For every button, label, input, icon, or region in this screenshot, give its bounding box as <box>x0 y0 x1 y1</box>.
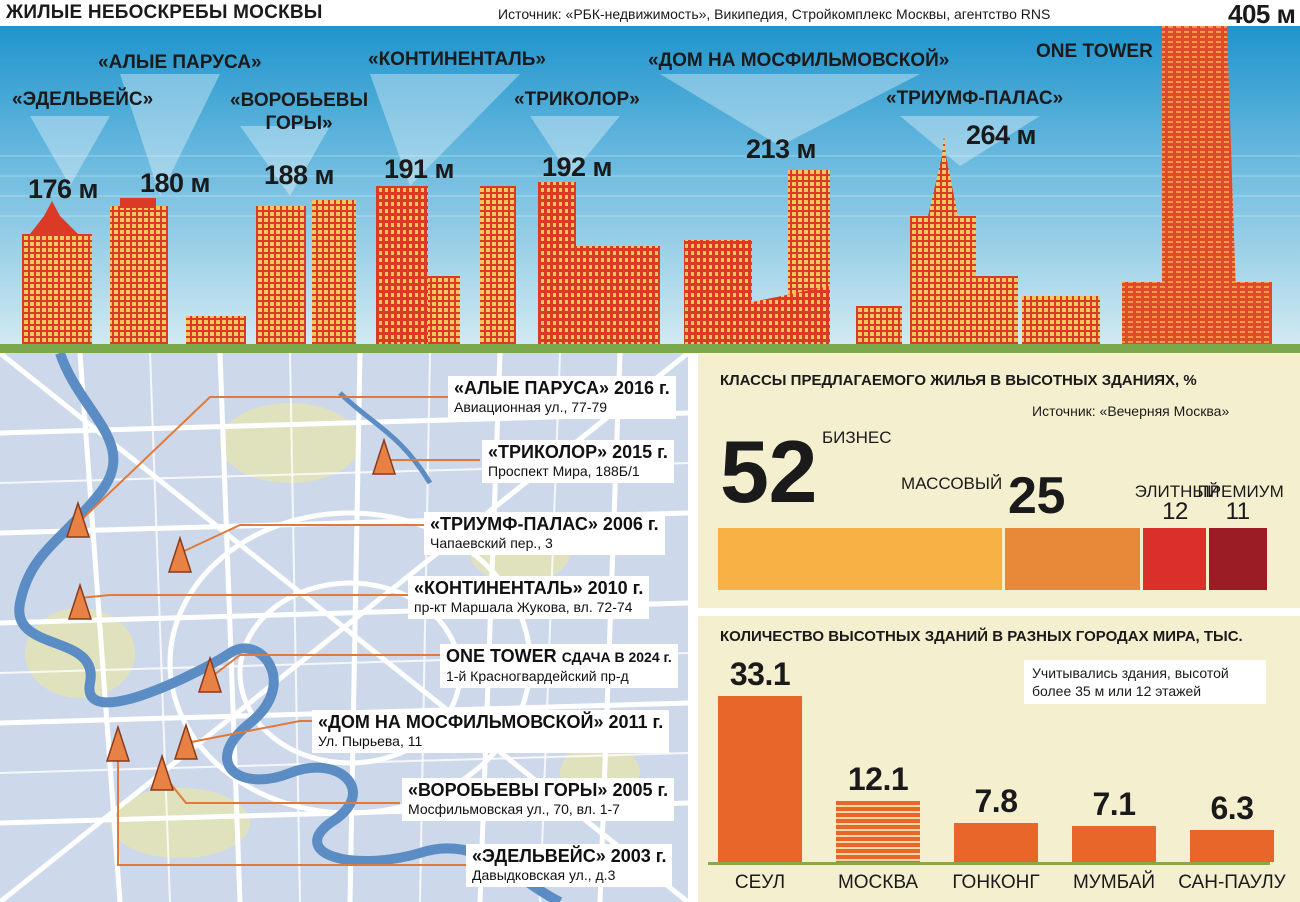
count-category: САН-ПАУЛУ <box>1178 872 1286 893</box>
building-label-tricolor: «ТРИКОЛОР» <box>514 89 640 110</box>
class-segment <box>718 528 1003 590</box>
building-height-vorobievy-gory: 188 м <box>264 160 335 190</box>
housing-class-source: Источник: «Вечерняя Москва» <box>1032 403 1230 419</box>
count-category: ГОНКОНГ <box>952 872 1040 893</box>
building-label-vorobievy-gory: «ВОРОБЬЕВЫ ГОРЫ» <box>230 90 369 134</box>
count-category: СЕУЛ <box>734 872 786 893</box>
class-segment <box>1005 528 1141 590</box>
callout-vorobievy-gory: «ВОРОБЬЕВЫ ГОРЫ» 2005 г. Мосфильмовская … <box>402 778 675 821</box>
building-height-edelweiss: 176 м <box>28 174 99 204</box>
callout-continental: «КОНТИНЕНТАЛЬ» 2010 г. пр-кт Маршала Жук… <box>408 576 650 619</box>
count-bar <box>718 695 802 862</box>
count-value: 7.8 <box>974 782 1018 819</box>
count-bar <box>1072 826 1156 862</box>
class-label: ЭЛИТНЫЙ <box>1134 482 1220 501</box>
high-rise-count-panel: КОЛИЧЕСТВО ВЫСОТНЫХ ЗДАНИЙ В РАЗНЫХ ГОРО… <box>698 616 1300 902</box>
count-category: МОСКВА <box>837 872 919 893</box>
count-bar <box>954 822 1038 862</box>
callout-one-tower: ONE TOWER СДАЧА В 2024 г. 1-й Красногвар… <box>440 644 678 688</box>
class-label: БИЗНЕС <box>822 428 892 447</box>
count-bar <box>836 801 920 862</box>
class-label: МАССОВЫЙ <box>901 474 1003 493</box>
housing-class-panel: КЛАССЫ ПРЕДЛАГАЕМОГО ЖИЛЬЯ В ВЫСОТНЫХ ЗД… <box>698 354 1300 608</box>
count-value: 12.1 <box>847 761 909 798</box>
class-value: 52 <box>720 422 817 521</box>
count-value: 7.1 <box>1092 786 1136 823</box>
class-segment <box>1209 528 1267 590</box>
callout-edelweiss: «ЭДЕЛЬВЕЙС» 2003 г. Давыдковская ул., д.… <box>466 844 673 887</box>
callout-dom-na-mosfilmovskoy: «ДОМ НА МОСФИЛЬМОВСКОЙ» 2011 г. Ул. Пырь… <box>312 710 670 753</box>
callout-triumph-palace: «ТРИУМФ-ПАЛАС» 2006 г. Чапаевский пер., … <box>424 512 665 555</box>
housing-class-chart: 52 БИЗНЕС 25 МАССОВЫЙ 12 ЭЛИТНЫЙ 11 ПРЕМИУМ <box>698 354 1300 608</box>
high-rise-count-chart: 33.1 СЕУЛ 12.1 МОСКВА 7.8 ГОНКОНГ 7.1 МУМБАЙ 6.3… <box>698 616 1300 902</box>
callout-tricolor: «ТРИКОЛОР» 2015 г. Проспект Мира, 188Б/1 <box>482 440 674 483</box>
building-label-dom-na-mosfilmovskoy: «ДОМ НА МОСФИЛЬМОВСКОЙ» <box>648 50 950 71</box>
building-height-dom-na-mosfilmovskoy: 213 м <box>746 134 817 164</box>
building-label-edelweiss: «ЭДЕЛЬВЕЙС» <box>12 89 154 110</box>
high-rise-count-note: Учитывались здания, высотой более 35 м и… <box>1024 660 1266 704</box>
class-value: 12 <box>1162 498 1188 525</box>
building-height-one-tower: 405 м <box>1228 0 1296 29</box>
housing-class-title: КЛАССЫ ПРЕДЛАГАЕМОГО ЖИЛЬЯ В ВЫСОТНЫХ ЗД… <box>720 372 1197 389</box>
pin-group <box>65 437 397 791</box>
source-note: Источник: «РБК-недвижимость», Википедия,… <box>498 6 1051 22</box>
building-label-one-tower: ONE TOWER <box>1036 41 1153 62</box>
skyline-panel <box>0 26 1300 353</box>
class-value: 25 <box>1008 467 1065 525</box>
building-height-continental: 191 м <box>384 154 455 184</box>
high-rise-count-title: КОЛИЧЕСТВО ВЫСОТНЫХ ЗДАНИЙ В РАЗНЫХ ГОРО… <box>720 628 1243 645</box>
class-value: 11 <box>1225 498 1250 525</box>
building-height-triumph-palace: 264 м <box>966 120 1037 150</box>
count-value: 6.3 <box>1210 790 1254 827</box>
callout-alye-parusa: «АЛЫЕ ПАРУСА» 2016 г. Авиационная ул., 7… <box>448 376 676 419</box>
building-label-continental: «КОНТИНЕНТАЛЬ» <box>368 49 546 70</box>
count-category: МУМБАЙ <box>1072 872 1156 893</box>
count-value: 33.1 <box>729 655 791 692</box>
building-label-alye-parusa: «АЛЫЕ ПАРУСА» <box>98 52 262 73</box>
x-axis-line <box>708 862 1270 865</box>
page-title: ЖИЛЫЕ НЕБОСКРЕБЫ МОСКВЫ <box>6 2 323 23</box>
building-label-triumph-palace: «ТРИУМФ-ПАЛАС» <box>886 88 1064 109</box>
class-segment <box>1143 528 1207 590</box>
building-height-alye-parusa: 180 м <box>140 168 211 198</box>
count-bar <box>1190 830 1274 862</box>
class-label: ПРЕМИУМ <box>1197 482 1284 501</box>
building-height-tricolor: 192 м <box>542 152 613 182</box>
